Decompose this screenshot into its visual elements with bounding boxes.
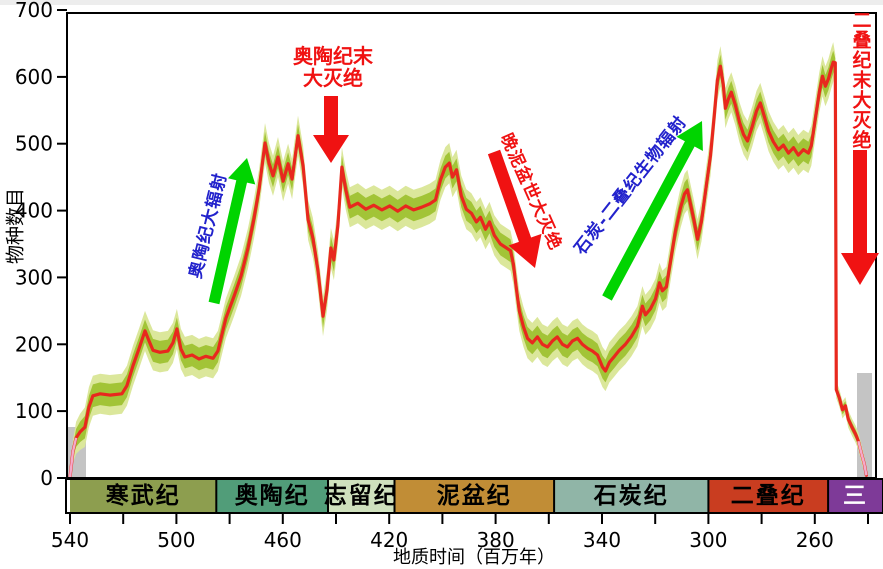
period-band-三	[828, 480, 883, 512]
x-axis-tick-label: 260	[796, 528, 834, 552]
period-strip-border	[65, 478, 883, 514]
period-label: 石炭纪	[593, 482, 669, 509]
x-axis-tick-label: 300	[689, 528, 727, 552]
y-axis-tick-label: 0	[40, 466, 53, 490]
period-band-石炭纪	[554, 480, 709, 512]
x-axis-tick-label: 340	[583, 528, 621, 552]
end-ordovician-extinction-arrow	[313, 96, 349, 163]
period-label: 奥陶纪	[235, 482, 310, 509]
x-axis-tick-label: 380	[477, 528, 515, 552]
species-count-line	[68, 60, 869, 479]
curve-tip-end	[857, 440, 868, 476]
late-devonian-extinction-arrow	[487, 149, 542, 268]
y-axis-tick-label: 100	[15, 399, 53, 423]
period-label: 泥盆纪	[437, 482, 512, 509]
top-strip	[0, 0, 883, 5]
confidence-band-outer	[70, 42, 867, 477]
x-axis-tick-label: 540	[51, 528, 89, 552]
curve-tip-start	[68, 437, 78, 478]
period-band-二叠纪	[708, 480, 829, 512]
y-axis-tick-label: 700	[15, 0, 53, 22]
period-label: 寒武纪	[106, 482, 181, 509]
x-axis-tick-label: 460	[264, 528, 302, 552]
y-axis-tick-label: 200	[15, 332, 53, 356]
y-axis-tick-label: 500	[15, 132, 53, 156]
y-axis-tick-label: 300	[15, 265, 53, 289]
ordovician-radiation-arrow	[208, 158, 256, 305]
period-band-寒武纪	[70, 480, 217, 512]
y-axis-tick-label: 600	[15, 65, 53, 89]
x-axis-tick-label: 500	[157, 528, 195, 552]
period-band-奥陶纪	[216, 480, 328, 512]
carboniferous-permian-radiation-arrow	[602, 121, 703, 301]
end-permian-extinction-arrow	[841, 150, 879, 285]
period-band-志留纪	[328, 480, 395, 512]
period-label: 三	[843, 483, 868, 509]
x-axis-tick-label: 420	[370, 528, 408, 552]
y-axis-tick-label: 400	[15, 199, 53, 223]
period-band-泥盆纪	[394, 480, 555, 512]
period-label: 志留纪	[324, 482, 399, 509]
period-label: 二叠纪	[731, 482, 806, 509]
